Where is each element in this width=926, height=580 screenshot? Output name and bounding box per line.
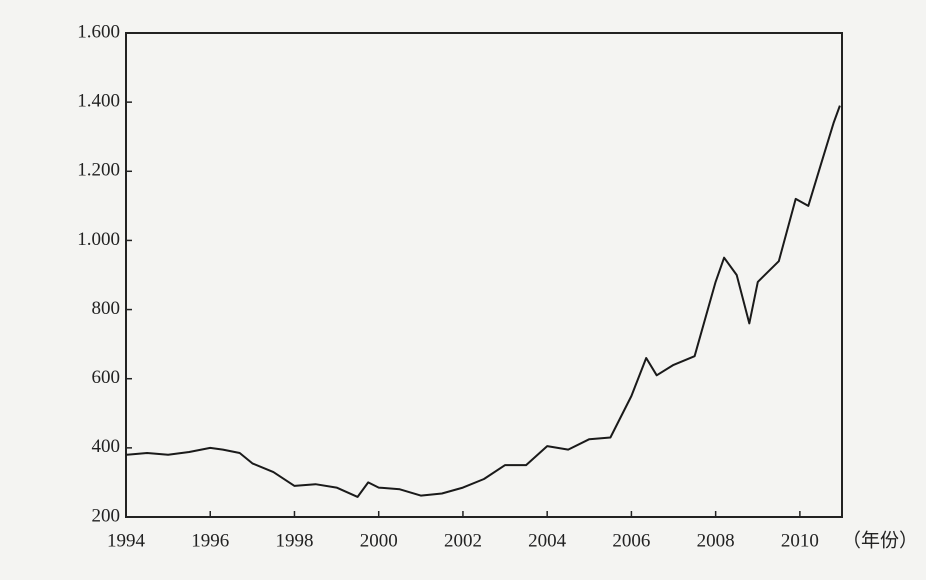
- y-tick-label: 200: [92, 505, 121, 526]
- x-tick-label: 2006: [612, 530, 650, 551]
- x-tick-label: 1994: [107, 530, 146, 551]
- x-axis-label: （年份）: [842, 529, 918, 551]
- x-tick-label: 2008: [697, 530, 735, 551]
- x-tick-label: 2010: [781, 530, 819, 551]
- y-tick-label: 600: [92, 367, 121, 388]
- x-tick-label: 2004: [528, 530, 567, 551]
- y-tick-label: 1.400: [77, 91, 120, 112]
- y-tick-label: 1.600: [77, 21, 120, 42]
- y-tick-label: 800: [92, 298, 121, 319]
- y-tick-label: 1.000: [77, 229, 120, 250]
- x-tick-label: 2000: [360, 530, 398, 551]
- y-tick-label: 1.200: [77, 160, 120, 181]
- x-tick-label: 2002: [444, 530, 482, 551]
- y-tick-label: 400: [92, 436, 121, 457]
- plot-frame: [125, 32, 843, 518]
- x-tick-label: 1996: [191, 530, 229, 551]
- x-tick-label: 1998: [275, 530, 313, 551]
- line: [125, 105, 841, 498]
